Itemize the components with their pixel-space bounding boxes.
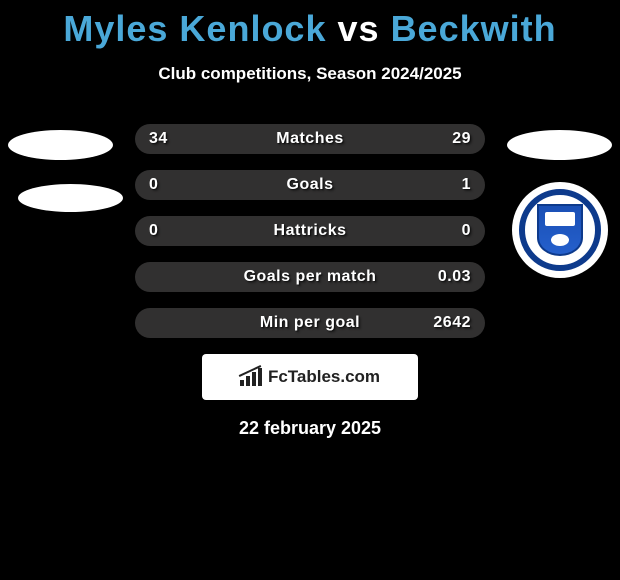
stat-label: Goals xyxy=(287,176,334,194)
stat-right-value: 0.03 xyxy=(438,268,471,286)
player1-club-placeholder-1 xyxy=(8,130,113,160)
player1-club-placeholder-2 xyxy=(18,184,123,212)
subtitle: Club competitions, Season 2024/2025 xyxy=(0,64,620,84)
player1-name: Myles Kenlock xyxy=(63,8,326,49)
badge-ring xyxy=(519,189,601,271)
branding-text: FcTables.com xyxy=(268,367,380,387)
stat-right-value: 2642 xyxy=(433,314,471,332)
vs-text: vs xyxy=(338,8,380,49)
stat-row-matches: 34 Matches 29 xyxy=(135,124,485,154)
stat-label: Hattricks xyxy=(274,222,347,240)
stat-left-value: 0 xyxy=(149,222,158,240)
player2-name: Beckwith xyxy=(391,8,557,49)
stat-right-value: 1 xyxy=(462,176,471,194)
stat-right-value: 0 xyxy=(462,222,471,240)
stat-left-value: 34 xyxy=(149,130,168,148)
player2-club-badge xyxy=(512,182,608,278)
player2-club-placeholder xyxy=(507,130,612,160)
stat-right-value: 29 xyxy=(452,130,471,148)
stat-row-min-per-goal: Min per goal 2642 xyxy=(135,308,485,338)
chart-icon xyxy=(240,368,262,386)
stat-label: Goals per match xyxy=(244,268,377,286)
stats-rows: 34 Matches 29 0 Goals 1 0 Hattricks 0 Go… xyxy=(135,124,485,338)
stat-label: Matches xyxy=(276,130,344,148)
stat-row-goals-per-match: Goals per match 0.03 xyxy=(135,262,485,292)
comparison-title: Myles Kenlock vs Beckwith xyxy=(0,0,620,50)
stat-left-value: 0 xyxy=(149,176,158,194)
badge-crest xyxy=(537,204,583,256)
branding-box: FcTables.com xyxy=(202,354,418,400)
stats-area: 34 Matches 29 0 Goals 1 0 Hattricks 0 Go… xyxy=(0,124,620,439)
date-text: 22 february 2025 xyxy=(0,418,620,439)
stat-row-goals: 0 Goals 1 xyxy=(135,170,485,200)
stat-row-hattricks: 0 Hattricks 0 xyxy=(135,216,485,246)
stat-label: Min per goal xyxy=(260,314,360,332)
